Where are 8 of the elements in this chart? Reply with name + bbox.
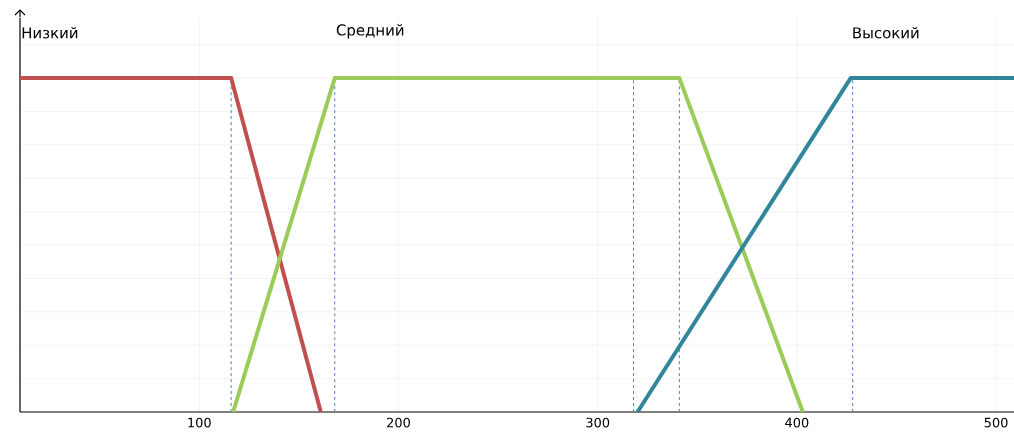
x-tick-label: 200 bbox=[387, 417, 410, 428]
text: Высокий bbox=[853, 26, 919, 39]
text: Низкий bbox=[22, 26, 78, 39]
x-tick-label: 100 bbox=[188, 417, 211, 428]
x-tick-label: 400 bbox=[785, 417, 809, 428]
x-tick-label: 300 bbox=[586, 417, 610, 428]
x-tick-label: 500 bbox=[984, 417, 1008, 428]
text: Средний bbox=[336, 24, 404, 39]
